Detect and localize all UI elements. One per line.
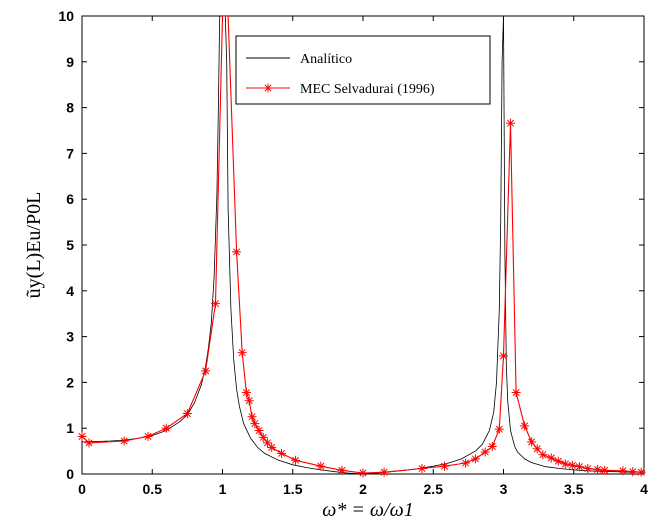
x-tick-label: 0.5 <box>143 481 163 497</box>
data-point-marker <box>337 465 347 475</box>
data-point-marker <box>538 450 548 460</box>
markers-layer <box>77 118 646 478</box>
data-point-marker <box>560 459 570 469</box>
data-point-marker <box>143 431 153 441</box>
y-tick-label: 0 <box>66 466 74 482</box>
data-point-marker <box>618 466 628 476</box>
legend-star-marker <box>263 83 273 93</box>
data-point-marker <box>480 447 490 457</box>
data-point-marker <box>241 387 251 397</box>
data-point-marker <box>532 444 542 454</box>
x-tick-label: 2 <box>359 481 367 497</box>
data-point-marker <box>511 387 521 397</box>
x-tick-label: 0 <box>78 481 86 497</box>
y-tick-label: 5 <box>66 237 74 253</box>
data-point-marker <box>499 351 508 361</box>
y-tick-label: 9 <box>66 54 74 70</box>
data-point-marker <box>600 465 610 475</box>
y-axis-label: ũy(L)Eu/P0L <box>23 192 45 299</box>
y-tick-label: 10 <box>58 8 74 24</box>
x-tick-label: 1.5 <box>283 481 303 497</box>
data-point-marker <box>277 448 287 458</box>
data-point-marker <box>84 438 94 448</box>
data-point-marker <box>182 409 192 419</box>
data-point-marker <box>520 421 530 431</box>
data-point-marker <box>316 461 326 471</box>
x-axis-label: ω* = ω/ω1 <box>322 499 413 521</box>
data-point-marker <box>506 118 516 128</box>
data-point-marker <box>119 436 129 446</box>
data-point-marker <box>487 442 497 452</box>
legend-label-mec: MEC Selvadurai (1996) <box>300 82 435 97</box>
data-point-marker <box>628 467 638 477</box>
data-point-marker <box>258 432 268 442</box>
legend: Analítico MEC Selvadurai (1996) <box>235 35 491 105</box>
data-point-marker <box>439 461 449 471</box>
data-point-marker <box>583 464 593 474</box>
data-point-marker <box>262 438 272 448</box>
data-point-marker <box>379 467 389 477</box>
x-tick-label: 2.5 <box>424 481 444 497</box>
data-point-marker <box>237 348 247 358</box>
y-tick-label: 1 <box>66 420 74 436</box>
y-tick-label: 8 <box>66 100 74 116</box>
data-point-marker <box>250 419 260 429</box>
y-tick-label: 4 <box>66 283 74 299</box>
data-point-marker <box>77 431 87 441</box>
x-tick-label: 1 <box>219 481 227 497</box>
data-point-marker <box>494 424 504 434</box>
x-tick-label: 3 <box>500 481 508 497</box>
y-tick-label: 2 <box>66 374 74 390</box>
legend-label-analitico: Analítico <box>300 52 352 67</box>
data-point-marker <box>161 423 171 433</box>
data-point-marker <box>232 247 242 257</box>
data-point-marker <box>461 458 471 468</box>
data-point-marker <box>470 454 480 464</box>
data-point-marker <box>636 467 646 477</box>
data-point-marker <box>553 456 563 466</box>
data-point-marker <box>201 366 211 376</box>
data-point-marker <box>417 464 427 474</box>
x-tick-label: 3.5 <box>564 481 584 497</box>
data-point-marker <box>247 412 257 422</box>
data-point-marker <box>254 425 264 435</box>
data-point-marker <box>291 455 301 465</box>
y-tick-label: 3 <box>66 329 74 345</box>
data-point-marker <box>358 468 368 478</box>
y-tick-label: 7 <box>66 145 74 161</box>
data-point-marker <box>567 460 577 470</box>
series-line-analitico <box>82 16 644 474</box>
data-point-marker <box>210 299 220 309</box>
axis-ticks: 0 0.5 1 1.5 2 2.5 3 3.5 4 0 1 2 3 4 5 6 7 8 9 10 <box>58 8 648 497</box>
data-point-marker <box>546 453 556 463</box>
data-point-marker <box>267 442 277 452</box>
data-point-marker <box>574 462 584 472</box>
data-point-marker <box>527 437 537 447</box>
y-tick-label: 6 <box>66 191 74 207</box>
x-tick-label: 4 <box>640 481 648 497</box>
legend-marker-mec <box>263 83 273 93</box>
data-point-marker <box>593 464 603 474</box>
legend-box <box>235 35 491 105</box>
data-point-marker <box>244 396 254 406</box>
